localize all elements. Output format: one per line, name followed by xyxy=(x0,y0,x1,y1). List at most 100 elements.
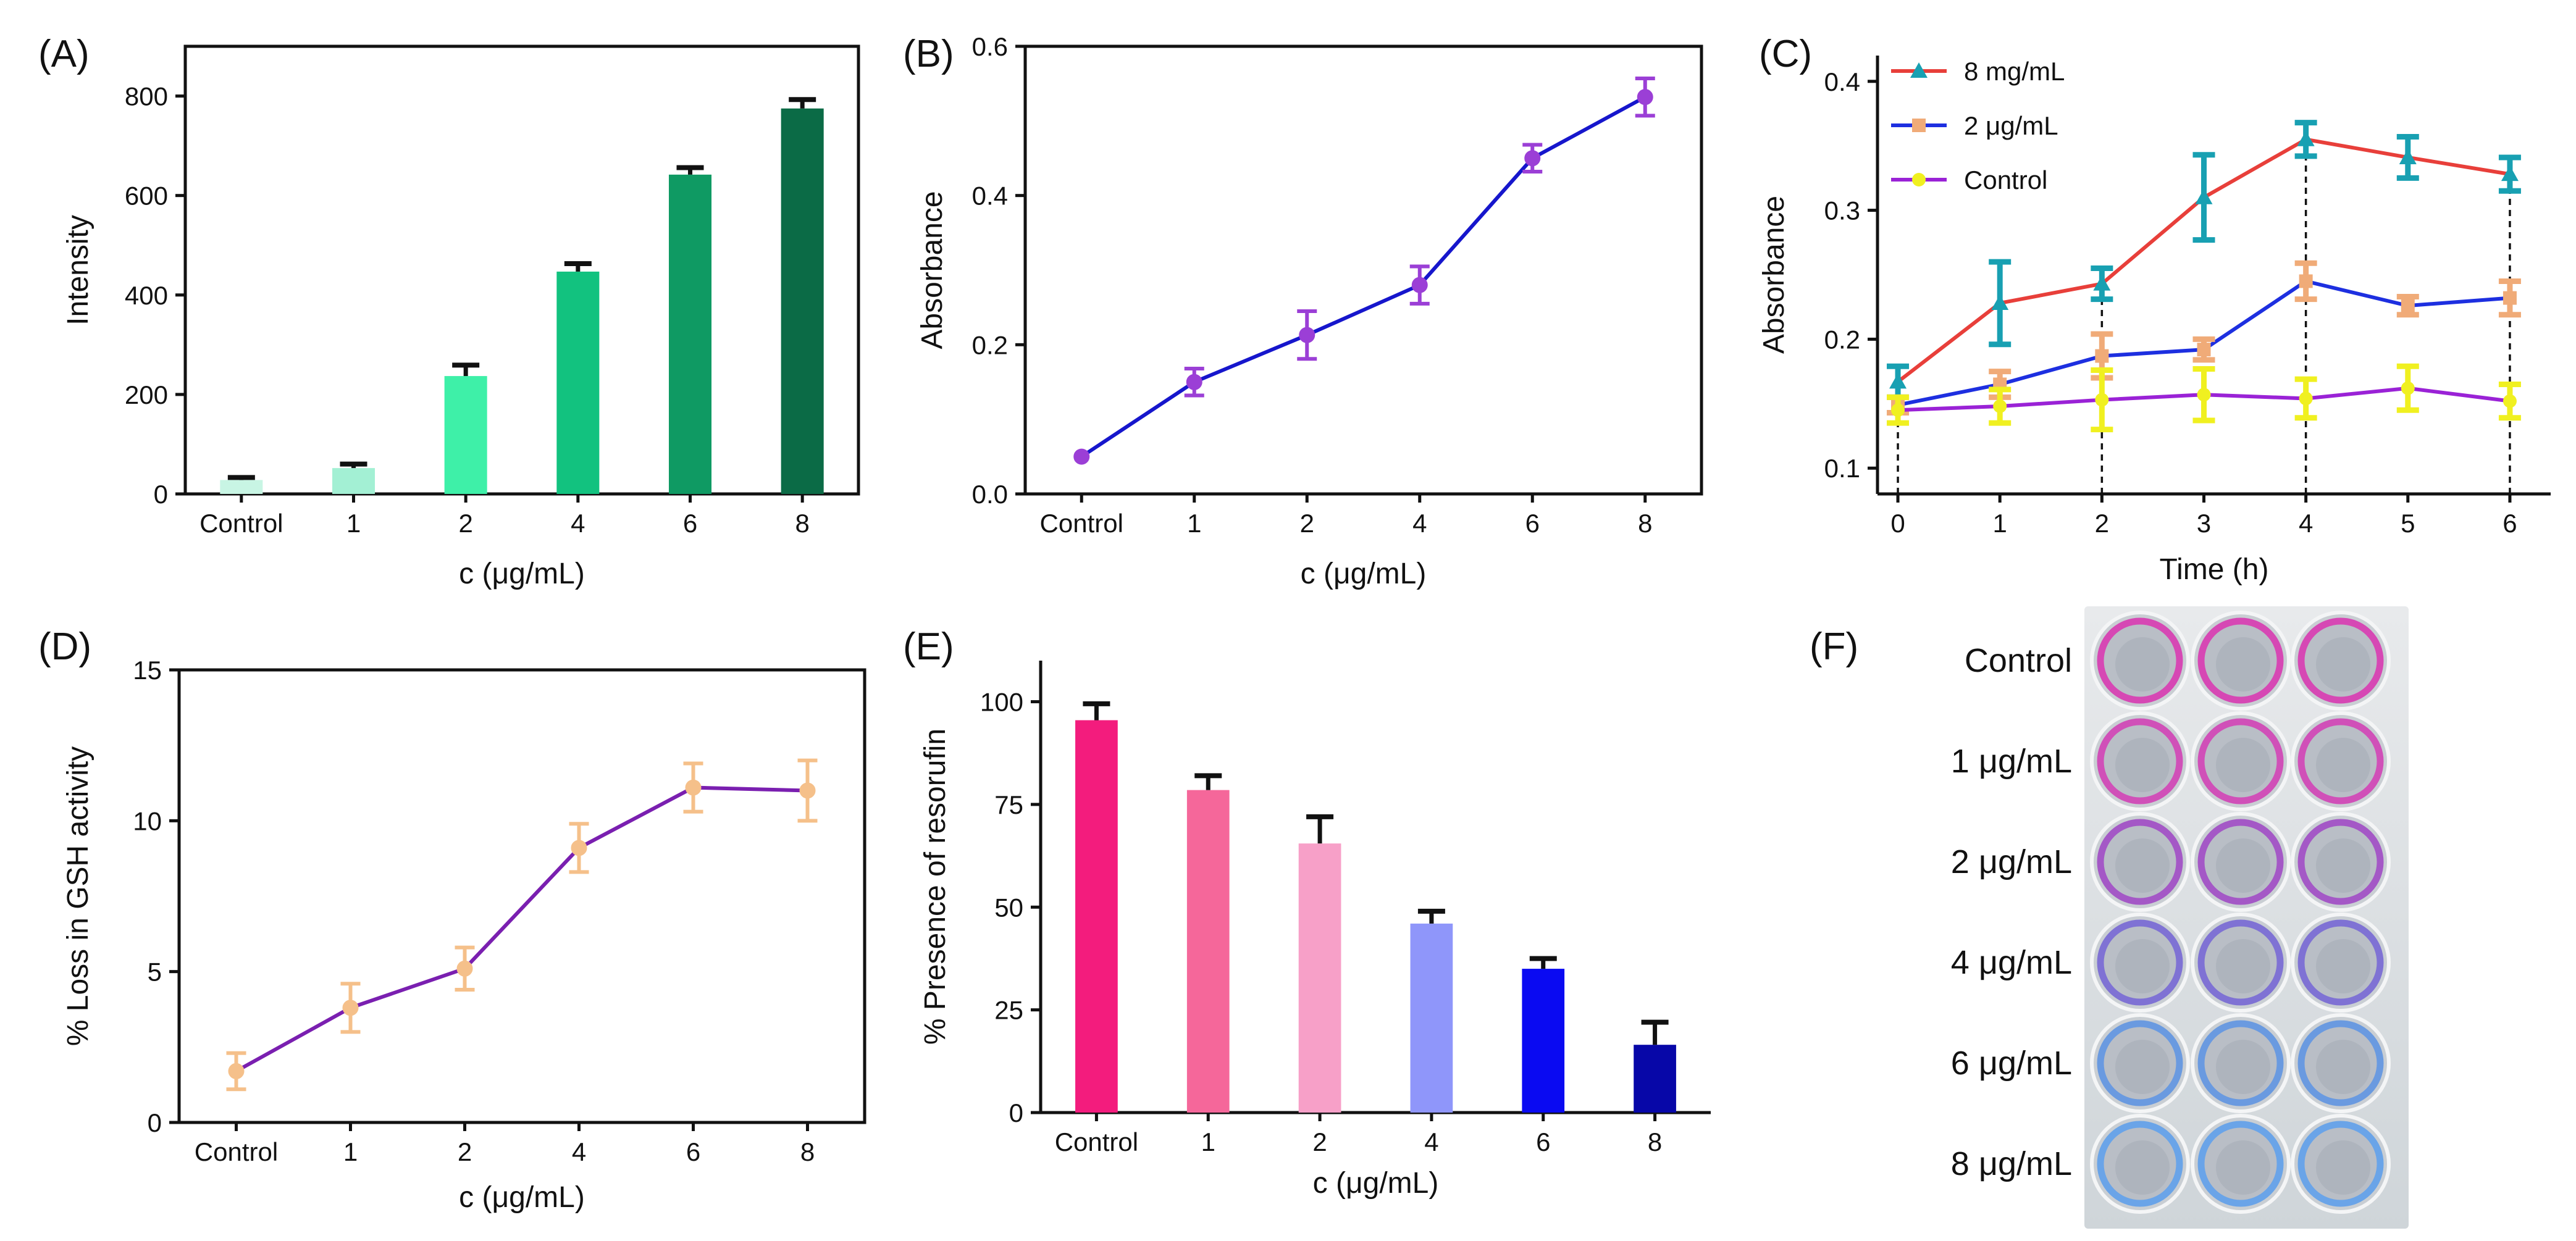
data-point xyxy=(1524,150,1541,167)
data-point xyxy=(2299,391,2313,406)
series-line xyxy=(235,785,808,1073)
data-point xyxy=(1889,373,1907,389)
bar xyxy=(1634,1045,1676,1113)
x-tick-label: 2 xyxy=(2095,509,2109,538)
well-center xyxy=(2316,939,2370,993)
x-tick-label: Control xyxy=(1040,509,1123,538)
legend-marker xyxy=(1912,119,1926,132)
legend-label: 8 mg/mL xyxy=(1964,57,2065,86)
y-tick-label: 400 xyxy=(125,281,168,310)
bar xyxy=(1186,790,1230,1113)
well-center xyxy=(2115,838,2170,893)
plate-row-label: Control xyxy=(1965,642,2072,679)
x-tick-label: 8 xyxy=(800,1137,815,1166)
well-center xyxy=(2316,838,2370,893)
well-center xyxy=(2115,939,2170,993)
data-point xyxy=(1891,403,1905,417)
legend-label: Control xyxy=(1964,165,2047,194)
x-tick-label: 1 xyxy=(343,1137,358,1166)
x-axis-title: c (μg/mL) xyxy=(459,1181,585,1214)
y-tick-label: 0 xyxy=(1009,1098,1023,1127)
y-tick-label: 5 xyxy=(148,958,162,987)
x-axis-title: c (μg/mL) xyxy=(1313,1167,1439,1200)
chart-e-resorufin: 0 25 50 75 100 % Presence of resorufin c (μg/m… xyxy=(919,661,1711,1200)
y-tick-label: 0.0 xyxy=(972,480,1008,509)
x-tick-label: 6 xyxy=(1525,509,1540,538)
well-center xyxy=(2216,838,2270,893)
y-tick-label: 0.6 xyxy=(972,32,1008,61)
well-center xyxy=(2216,1040,2270,1094)
panel-label-d: (D) xyxy=(38,625,91,668)
bar xyxy=(1298,843,1341,1113)
y-tick-label: 0.2 xyxy=(972,330,1008,359)
data-point xyxy=(228,1063,245,1079)
data-point xyxy=(2197,388,2211,402)
panel-label-a: (A) xyxy=(38,33,90,75)
y-axis-title: Absorbance xyxy=(1758,196,1790,354)
y-tick-label: 200 xyxy=(125,380,168,409)
x-tick-label: 0 xyxy=(1890,509,1905,538)
x-tick-label: 6 xyxy=(683,509,697,538)
y-tick-label: 0.1 xyxy=(1824,454,1860,483)
y-tick-label: 0 xyxy=(154,480,168,509)
x-tick-label: 2 xyxy=(1312,1127,1327,1156)
x-tick-label: 1 xyxy=(1201,1127,1215,1156)
data-point xyxy=(2095,349,2109,363)
well-center xyxy=(2216,939,2270,993)
x-tick-label: 6 xyxy=(2503,509,2517,538)
data-point xyxy=(2501,165,2519,182)
series-line xyxy=(1080,95,1647,459)
legend-marker xyxy=(1910,62,1928,78)
x-tick-label: 4 xyxy=(572,1137,586,1166)
y-tick-label: 0 xyxy=(148,1108,162,1137)
x-tick-label: 2 xyxy=(458,1137,472,1166)
x-tick-label: 2 xyxy=(1300,509,1314,538)
y-tick-label: 600 xyxy=(125,182,168,211)
plot-frame xyxy=(183,44,860,496)
legend-marker xyxy=(1912,173,1926,186)
data-point xyxy=(799,782,816,799)
x-axis-title: c (μg/mL) xyxy=(1301,558,1427,590)
bar xyxy=(1522,969,1565,1113)
x-tick-label: 2 xyxy=(458,509,472,538)
data-point xyxy=(2299,274,2313,288)
bar xyxy=(556,271,600,494)
well-center xyxy=(2216,738,2270,792)
chart-d-gsh-loss: 0 5 10 15 % Loss in GSH activity c (μg/mL) Con… xyxy=(62,656,866,1214)
x-tick-label: 3 xyxy=(2197,509,2211,538)
y-tick-label: 100 xyxy=(980,688,1023,717)
well-center xyxy=(2216,1140,2270,1195)
plate-row-label: 2 μg/mL xyxy=(1951,843,2072,880)
data-point xyxy=(1637,89,1653,106)
well-center xyxy=(2115,637,2170,692)
panel-label-b: (B) xyxy=(903,33,954,75)
x-axis-title: c (μg/mL) xyxy=(459,558,585,590)
plate-row-label: 6 μg/mL xyxy=(1951,1045,2072,1082)
well-plate-photo: Control 1 μg/mL 2 μg/mL 4 μg/mL 6 μg/mL 8 μg/… xyxy=(1951,606,2409,1229)
chart-c-time-course: 0.1 0.2 0.3 0.4 Absorbance Time (h) 0 1 2 3 4 5 6 8 m… xyxy=(1758,56,2551,586)
data-point xyxy=(2401,299,2415,313)
data-point xyxy=(2095,393,2109,407)
plate-row-label: 8 μg/mL xyxy=(1951,1145,2072,1182)
y-axis-title: % Loss in GSH activity xyxy=(62,746,94,1046)
panel-label-f: (F) xyxy=(1810,625,1858,668)
y-tick-label: 0.3 xyxy=(1824,196,1860,225)
x-tick-label: 4 xyxy=(1424,1127,1438,1156)
x-tick-label: 8 xyxy=(1648,1127,1662,1156)
data-point xyxy=(456,960,473,977)
plot-frame xyxy=(177,668,866,1124)
bar xyxy=(668,174,712,494)
y-tick-label: 15 xyxy=(133,656,162,685)
bar xyxy=(220,480,263,494)
plate-row-label: 4 μg/mL xyxy=(1951,944,2072,981)
data-point xyxy=(1186,374,1202,390)
y-tick-label: 800 xyxy=(125,82,168,111)
legend-label: 2 μg/mL xyxy=(1964,111,2058,140)
chart-a-intensity: 0 200 400 600 800 Intensity c (μg/mL) Control 1 2… xyxy=(62,44,860,590)
plot-frame xyxy=(1023,44,1703,496)
data-point xyxy=(2093,275,2111,291)
plate-row-label: 1 μg/mL xyxy=(1951,743,2072,780)
bar xyxy=(781,108,824,494)
well-center xyxy=(2316,1040,2370,1094)
x-tick-label: 5 xyxy=(2401,509,2415,538)
